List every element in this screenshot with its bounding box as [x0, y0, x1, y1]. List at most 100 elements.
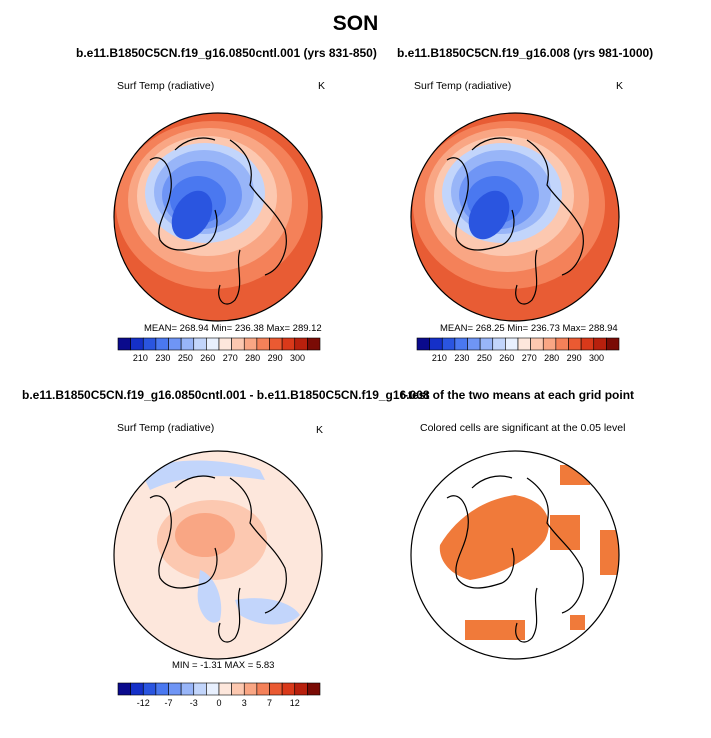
- panel1-colorbar-swatch: [180, 337, 195, 351]
- panel3-polar-map: [114, 451, 322, 659]
- panel2-colorbar-swatch: [467, 337, 481, 351]
- panel3-colorbar-swatch: [307, 682, 321, 696]
- panel3-map-border: [113, 450, 323, 660]
- panel2-greenland-cold: [468, 190, 510, 240]
- panel1-colorbar-tick-label: 280: [245, 353, 261, 363]
- panel3-cool-eurasia: [235, 598, 300, 625]
- panel3-warm-core: [175, 513, 235, 557]
- panel1-colorbar-swatch: [117, 337, 131, 351]
- panel1-colorbar-tick-label: 300: [290, 353, 306, 363]
- panel2-polar-map: [411, 113, 619, 321]
- panel1-colorbar-swatch: [193, 337, 207, 351]
- panel1-colorbar-swatch: [130, 337, 144, 351]
- panel1-variable-label: Surf Temp (radiative): [117, 80, 215, 92]
- panel2-colorbar-swatch: [542, 337, 557, 351]
- panel1-colorbar-swatch: [269, 337, 283, 351]
- panel4-coastlines: [446, 475, 584, 643]
- panel2-colorbar-swatch: [429, 337, 443, 351]
- panel1-colorbar-tick-label: 260: [200, 353, 216, 363]
- panel3-colorbar-tick-label: -7: [164, 698, 173, 708]
- panel1-colorbar-swatch: [168, 337, 182, 351]
- panel2-colorbar-swatch: [593, 337, 607, 351]
- panel1-greenland-cold: [171, 190, 213, 240]
- panel2-colorbar-tick-label: 280: [544, 353, 560, 363]
- panel2-colorbar-tick-label: 300: [589, 353, 605, 363]
- panel3-colorbar-tick-label: -3: [189, 698, 198, 708]
- panel2-title: b.e11.B1850C5CN.f19_g16.008 (yrs 981-100…: [397, 46, 654, 60]
- panel3-variable-label: Surf Temp (radiative): [117, 422, 215, 434]
- panel2-colorbar-swatch: [505, 337, 519, 351]
- panel4-subtitle: Colored cells are significant at the 0.0…: [420, 422, 626, 434]
- panel3-colorbar-tick-label: 0: [216, 698, 222, 708]
- panel3-colorbar: [117, 682, 321, 696]
- panel4-title: t-test of the two means at each grid poi…: [400, 388, 635, 402]
- panel3-colorbar-swatch: [142, 682, 157, 696]
- panel3-colorbar-swatch: [256, 682, 270, 696]
- panel2-colorbar-swatch: [416, 337, 430, 351]
- panel2-colorbar-swatch: [517, 337, 531, 351]
- panel1-colorbar-tick-label: 270: [222, 353, 238, 363]
- panel3-colorbar-swatch: [130, 682, 144, 696]
- panel3-colorbar-swatch: [206, 682, 220, 696]
- panel3-cool-north: [140, 460, 265, 490]
- panel1-colorbar: [117, 337, 321, 351]
- panel3-colorbar-swatch: [155, 682, 169, 696]
- panel3-colorbar-tick-label: 12: [289, 698, 300, 708]
- figure-title: SON: [332, 12, 379, 35]
- panel2-colorbar: [416, 337, 620, 351]
- panel3-colorbar-swatch: [269, 682, 283, 696]
- panel2-colorbar-tick-label: 290: [566, 353, 582, 363]
- panel1-colorbar-swatch: [206, 337, 220, 351]
- panel4-significant-central: [439, 495, 549, 580]
- panel1-polar-map: [114, 113, 322, 321]
- panel3-colorbar-swatch: [231, 682, 245, 696]
- panel1-colorbar-swatch: [307, 337, 321, 351]
- panel2-colorbar-swatch: [479, 337, 494, 351]
- panel2-unit-label: K: [616, 80, 624, 92]
- panel3-colorbar-swatch: [168, 682, 182, 696]
- panel3-colorbar-swatch: [281, 682, 296, 696]
- panel3-colorbar-swatch: [117, 682, 131, 696]
- panel2-colorbar-swatch: [492, 337, 506, 351]
- panel2-colorbar-tick-label: 260: [499, 353, 515, 363]
- panel2-colorbar-swatch: [530, 337, 544, 351]
- panel2-colorbar-swatch: [580, 337, 595, 351]
- panel1-stats: MEAN= 268.94 Min= 236.38 Max= 289.12: [144, 323, 322, 334]
- panel1-colorbar-swatch: [218, 337, 232, 351]
- panel2-colorbar-swatch: [454, 337, 468, 351]
- panel4-significant-ne: [560, 465, 590, 485]
- panel3-colorbar-swatch: [243, 682, 258, 696]
- panel1-colorbar-swatch: [231, 337, 245, 351]
- panel1-colorbar-tick-label: 290: [267, 353, 283, 363]
- panel2-colorbar-tick-label: 250: [476, 353, 492, 363]
- panel3-colorbar-swatch: [180, 682, 195, 696]
- panel1-map-border: [113, 112, 323, 322]
- panel4-map-border: [410, 450, 620, 660]
- panel4-significant-se: [570, 615, 585, 630]
- panel3-colorbar-tick-label: -12: [136, 698, 150, 708]
- panel3-coastlines: [149, 475, 287, 643]
- panel2-colorbar-swatch: [568, 337, 582, 351]
- panel3-colorbar-swatch: [218, 682, 232, 696]
- panel1-colorbar-swatch: [281, 337, 296, 351]
- panel3-title: b.e11.B1850C5CN.f19_g16.0850cntl.001 - b…: [22, 388, 430, 402]
- panel1-colorbar-swatch: [294, 337, 308, 351]
- panel1-colorbar-tick-label: 210: [132, 353, 148, 363]
- panel1-coastlines: [149, 137, 287, 305]
- panel3-colorbar-tick-label: 7: [266, 698, 272, 708]
- panel2-coastlines: [446, 137, 584, 305]
- panel1-title: b.e11.B1850C5CN.f19_g16.0850cntl.001 (yr…: [76, 46, 377, 60]
- panel3-unit-label: K: [316, 424, 324, 436]
- panel2-variable-label: Surf Temp (radiative): [414, 80, 512, 92]
- panel2-colorbar-tick-label: 230: [454, 353, 470, 363]
- panel3-colorbar-swatch: [193, 682, 207, 696]
- panel1-colorbar-swatch: [155, 337, 169, 351]
- panel1-colorbar-swatch: [256, 337, 270, 351]
- panel3-colorbar-swatch: [294, 682, 308, 696]
- panel3-stats: MIN = -1.31 MAX = 5.83: [172, 660, 275, 671]
- panel1-colorbar-tick-label: 230: [155, 353, 171, 363]
- panel2-colorbar-swatch: [606, 337, 620, 351]
- panel1-colorbar-swatch: [142, 337, 157, 351]
- panel1-colorbar-swatch: [243, 337, 258, 351]
